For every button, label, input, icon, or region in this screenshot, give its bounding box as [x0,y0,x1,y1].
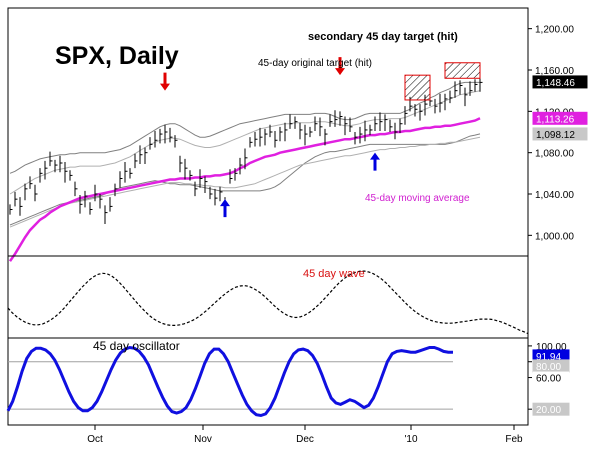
oscillator-value-tag-1: 100.00 [536,342,567,353]
inner-upper-band-line [9,90,481,195]
red-arrow-down-2 [335,57,345,76]
oscillator-value-tag-1-bg [533,339,575,352]
inner-lower-band-line [9,136,481,228]
oscillator-value-tag-5-bg [532,402,570,416]
price-y-tick-label: 1,000.00 [535,231,574,242]
blue-arrow-up-2 [370,152,380,171]
price-value-tag-2-bg [532,111,588,125]
red-arrow-down-1 [160,72,170,91]
moving-average-label: 45-day moving average [365,193,470,204]
oscillator-value-tag-3: 80.00 [536,362,561,373]
x-tick-label: Nov [194,434,212,445]
price-y-tick-label: 1,200.00 [535,25,574,36]
target-box-2 [444,62,481,79]
oscillator-value-tag-4-bg [533,371,569,384]
price-y-tick-label: 1,040.00 [535,190,574,201]
oscillator-plot-frame [7,337,529,426]
price-value-tag-2: 1,113.26 [536,114,575,125]
price-value-tag-1: 1,148.46 [536,78,575,89]
target-box-1 [404,74,431,101]
price-y-tick-label: 1,160.00 [535,66,574,77]
oscillator-line [6,345,454,418]
x-tick-label: '10 [404,434,417,445]
x-tick-label: Dec [296,434,314,445]
wave-line [7,270,529,335]
price-value-tag-3: 1,098.12 [536,130,575,141]
oscillator-value-tag-2: 91.94 [536,352,561,363]
oscillator-value-tag-5: 20.00 [536,405,561,416]
x-axis: Oct Nov Dec '10 Feb [87,425,523,445]
secondary-target-label: secondary 45 day target (hit) [308,31,458,43]
price-value-tag-1-bg [532,75,588,89]
price-panel: 1,000.001,040.001,080.001,120.001,160.00… [7,7,588,262]
x-tick-label: Feb [505,434,523,445]
blue-arrow-up-1 [220,199,230,218]
original-target-label: 45-day original target (hit) [258,58,372,69]
oscillator-value-tag-4: 60.00 [536,374,561,385]
price-y-tick-label: 1,080.00 [535,149,574,160]
oscillator-label: 45 day oscillator [93,339,180,353]
chart-title: SPX, Daily [55,42,179,70]
lower-band-line [9,133,481,226]
wave-label: 45 day wave [303,268,365,280]
upper-band-line [9,81,480,174]
price-value-tag-3-bg [532,127,588,141]
x-tick-label: Oct [87,434,103,445]
